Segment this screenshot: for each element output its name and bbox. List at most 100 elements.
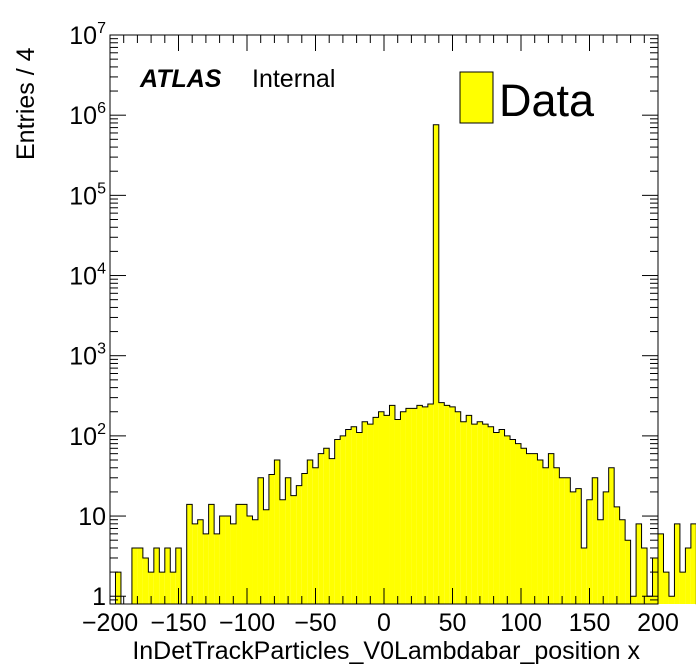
histogram-bar [422, 406, 428, 604]
histogram-bar [542, 467, 549, 604]
histogram-bar [312, 467, 319, 604]
histogram-bar [159, 572, 165, 604]
histogram-bar [477, 421, 483, 604]
y-tick-label: 1 [92, 583, 106, 611]
histogram-bar [362, 421, 368, 604]
histogram-bar [296, 485, 302, 604]
histogram-bar [592, 477, 598, 604]
x-axis-tick-labels: −200 −150 −100 −50 0 50 100 150 200 [82, 609, 679, 637]
histogram-bar [433, 124, 439, 604]
histogram-bar [175, 547, 182, 604]
histogram-bar [663, 572, 669, 604]
histogram-bar [493, 432, 500, 604]
histogram-bar [416, 405, 423, 604]
histogram-bar [597, 519, 604, 604]
histogram-bar [537, 460, 543, 604]
histogram-bar [405, 408, 412, 604]
histogram-bar [197, 519, 204, 604]
histogram-bar [241, 504, 247, 604]
histogram-bar [466, 415, 472, 604]
histogram-bar [203, 533, 209, 604]
histogram-bar [164, 547, 171, 604]
histogram-bar [263, 509, 269, 604]
histogram-bar [351, 426, 357, 604]
histogram-bar [488, 426, 494, 604]
histogram-bar [131, 547, 138, 604]
histogram-bar [411, 408, 417, 604]
histogram-bar [186, 504, 193, 604]
histogram-bar [373, 417, 379, 604]
histogram-bar [641, 547, 648, 604]
histogram-bar [236, 504, 242, 604]
histogram-bar [285, 477, 291, 604]
histogram-bar [608, 467, 615, 604]
histogram-bar [137, 547, 143, 604]
histogram-bar [142, 557, 149, 604]
histogram-bar [630, 596, 637, 604]
y-tick-label: 103 [69, 341, 106, 371]
histogram-bar [318, 453, 324, 604]
histogram-bar [471, 424, 478, 604]
x-tick-label: 0 [377, 609, 391, 637]
histogram-bar [214, 533, 220, 604]
histogram-bar [531, 453, 538, 604]
x-axis-label: InDetTrackParticles_V0Lambdabar_position… [132, 637, 640, 665]
x-tick-label: 100 [500, 609, 542, 637]
histogram-bar [444, 405, 450, 604]
histogram-bar [115, 572, 121, 604]
y-axis-label: Entries / 4 [12, 47, 40, 160]
histogram-bars [110, 124, 696, 605]
histogram-bar [274, 460, 280, 604]
histogram-bar [679, 572, 686, 604]
atlas-internal-label: Internal [252, 65, 335, 93]
histogram-bar [247, 516, 253, 604]
histogram-bar [301, 473, 308, 604]
histogram-bar [504, 435, 511, 604]
histogram-bar [268, 474, 275, 604]
histogram-bar [499, 429, 505, 604]
histogram-bar [482, 424, 489, 604]
histogram-bar [307, 460, 313, 604]
histogram-bar [225, 516, 231, 604]
histogram-bar [510, 439, 516, 604]
y-tick-label: 107 [69, 20, 106, 50]
histogram-bar [619, 519, 626, 604]
histogram-bar [449, 406, 456, 604]
x-tick-label: 200 [637, 609, 679, 637]
y-axis-ticks [110, 34, 658, 605]
histogram-bar [575, 488, 582, 604]
histogram-bar [548, 453, 554, 604]
histogram-bar [290, 495, 297, 604]
histogram-bar [345, 429, 352, 604]
histogram-bar [279, 499, 286, 604]
histogram-bar [153, 547, 160, 604]
legend-swatch [459, 71, 494, 124]
histogram-bar [148, 572, 154, 604]
x-tick-label: −150 [150, 609, 206, 637]
histogram-bar [329, 458, 335, 604]
y-tick-label: 104 [69, 261, 106, 291]
y-axis-tick-labels: 1 10 102 103 104 105 106 107 [69, 20, 106, 611]
histogram-bar [570, 491, 576, 604]
histogram-bar [586, 499, 593, 604]
histogram-bar [625, 540, 631, 604]
histogram-bar [323, 448, 330, 604]
histogram-bar [564, 477, 571, 604]
histogram-bar [252, 519, 258, 604]
histogram-bar [219, 516, 226, 604]
y-tick-label: 106 [69, 100, 106, 130]
histogram-bar [658, 533, 664, 604]
histogram-bar [521, 448, 527, 604]
histogram-bar [647, 596, 653, 604]
x-tick-label: 50 [439, 609, 467, 637]
histogram-bar [614, 506, 620, 604]
histogram-bar [526, 453, 532, 604]
histogram-bar [356, 432, 363, 604]
x-tick-label: −50 [294, 609, 336, 637]
histogram-bar [460, 421, 467, 604]
y-tick-label: 10 [78, 503, 106, 531]
histogram-bar [394, 419, 401, 604]
histogram-bar [208, 504, 215, 604]
histogram-bar [378, 411, 384, 604]
